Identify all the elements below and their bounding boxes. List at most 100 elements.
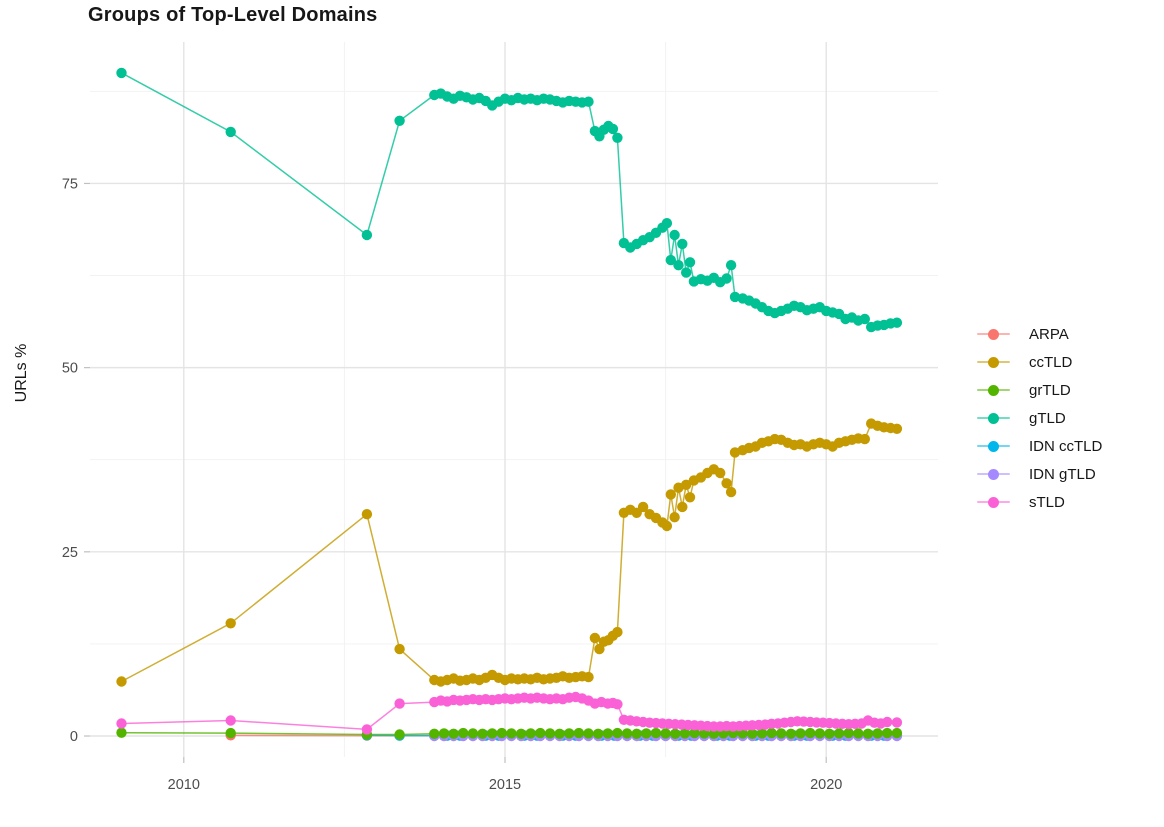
x-axis-tick-label: 2020 (810, 777, 842, 793)
legend: ARPA ccTLD grTLD gTLD IDN ccTLD IDN gTLD sTLD (977, 320, 1102, 516)
series-grtld-point (506, 728, 517, 739)
y-axis-tick-label: 25 (62, 545, 78, 561)
series-grtld-point (554, 728, 565, 739)
series-gtld-point (721, 273, 732, 284)
series-cctld-point (677, 501, 688, 513)
series-cctld-point (361, 509, 373, 520)
legend-key-dot (988, 468, 999, 480)
series-grtld-point (805, 727, 816, 739)
series-grtld-point (891, 727, 903, 739)
series-cctld-point (394, 643, 405, 655)
legend-item-stld: sTLD (977, 488, 1102, 516)
series-grtld-point (515, 728, 527, 739)
series-gtld-point (891, 317, 903, 328)
chart-title: Groups of Top-Level Domains (88, 4, 378, 26)
series-grtld-point (824, 728, 835, 739)
series-gtld-point (394, 115, 405, 127)
series-cctld-point (891, 423, 903, 434)
legend-key-cctld (977, 348, 1010, 376)
series-grtld-point (795, 728, 806, 739)
y-axis-tick-label: 0 (70, 729, 78, 745)
series-grtld-point (458, 727, 469, 739)
series-stld-point (361, 724, 373, 735)
series-stld-point (225, 715, 236, 726)
series-gtld-point (661, 218, 673, 229)
series-cctld-point (859, 433, 870, 445)
legend-label-stld: sTLD (1029, 493, 1065, 511)
legend-item-cctld: ccTLD (977, 348, 1102, 376)
legend-key-grtld (977, 376, 1010, 404)
series-grtld-point (679, 728, 691, 739)
x-axis-tick-label: 2010 (168, 777, 200, 793)
series-stld-point (394, 698, 405, 709)
legend-label-gtld: gTLD (1029, 409, 1066, 427)
series-grtld-point (670, 728, 681, 739)
series-grtld-point (602, 728, 613, 739)
series-grtld-point (756, 728, 768, 739)
series-grtld-point (785, 728, 797, 739)
series-cctld-point (721, 478, 732, 489)
series-cctld-point (665, 489, 676, 500)
series-grtld-point (448, 728, 459, 739)
series-stld-point (116, 718, 127, 729)
y-axis-tick-label: 50 (62, 361, 78, 377)
legend-key-dot (988, 496, 999, 508)
series-gtld-point (681, 267, 692, 278)
series-gtld-point (669, 229, 680, 241)
legend-key-arpa (977, 320, 1010, 348)
series-cctld-point (583, 671, 594, 683)
series-grtld-point (544, 728, 556, 739)
series-grtld-point (525, 728, 536, 739)
series-grtld-point (583, 728, 594, 739)
series-grtld-point (872, 728, 883, 739)
series-grtld-point (487, 728, 498, 739)
series-stld-point (882, 716, 893, 728)
series-grtld-point (776, 728, 787, 739)
series-gtld-point (116, 67, 127, 79)
series-grtld-point (535, 727, 546, 739)
series-cctld-point (669, 512, 680, 523)
series-grtld-point (621, 728, 633, 739)
series-grtld-point (833, 728, 845, 739)
series-cctld-point (589, 632, 601, 644)
series-cctld-point (684, 492, 696, 503)
legend-key-idn-gtld (977, 460, 1010, 488)
series-cctld-point (637, 501, 649, 513)
series-grtld-point (429, 728, 440, 739)
series-cctld-point (681, 479, 692, 490)
series-gtld-point (729, 291, 741, 303)
series-grtld-point (116, 727, 127, 738)
legend-item-arpa: ARPA (977, 320, 1102, 348)
series-cctld-point (116, 676, 127, 687)
legend-key-idn-cctld (977, 432, 1010, 460)
series-grtld-point (747, 728, 758, 739)
legend-key-gtld (977, 404, 1010, 432)
series-gtld-point (677, 238, 688, 250)
series-grtld-point (477, 728, 488, 739)
series-grtld-point (862, 728, 874, 739)
series-gtld-point (361, 229, 373, 241)
series-gtld-point (583, 96, 594, 107)
series-gtld-point (225, 126, 236, 138)
series-gtld-point (673, 260, 684, 271)
series-cctld-point (661, 520, 673, 532)
legend-key-dot (988, 412, 999, 424)
legend-item-idn-gtld: IDN gTLD (977, 460, 1102, 488)
series-grtld-point (394, 729, 405, 740)
series-grtld-point (882, 727, 893, 739)
series-grtld-point (496, 727, 507, 739)
series-grtld-point (641, 728, 652, 739)
legend-key-dot (988, 384, 999, 396)
y-axis-tick-label: 75 (62, 176, 78, 192)
series-gtld-point (665, 254, 676, 266)
legend-label-idn-cctld: IDN ccTLD (1029, 437, 1103, 455)
series-cctld-line (121, 422, 897, 683)
legend-key-dot (988, 328, 999, 340)
series-grtld-point (766, 727, 777, 739)
series-grtld-point (814, 728, 825, 739)
series-cctld-point (612, 626, 623, 638)
series-grtld-point (708, 728, 719, 739)
legend-item-grtld: grTLD (977, 376, 1102, 404)
